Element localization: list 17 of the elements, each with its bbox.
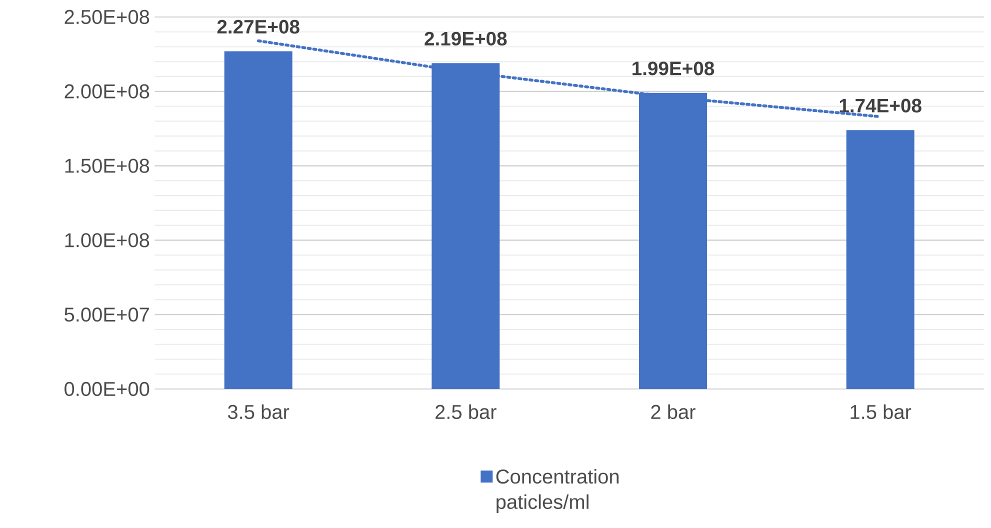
data-label: 2.27E+08	[217, 20, 300, 34]
y-tick-label: 1.00E+08	[65, 233, 150, 248]
x-tick-label: 2.5 bar	[436, 404, 496, 420]
y-tick-label: 0.00E+00	[64, 382, 150, 396]
bar	[846, 130, 914, 389]
y-tick-label: 5.00E+07	[64, 308, 149, 322]
legend-label: Concentration paticles/ml	[496, 469, 619, 513]
y-tick-label: 1.50E+08	[65, 158, 150, 173]
data-label: 1.99E+08	[632, 62, 714, 76]
y-tick-label: 2.00E+08	[64, 84, 150, 98]
bar	[224, 51, 292, 389]
data-label: 1.74E+08	[840, 98, 922, 112]
y-tick-label: 2.50E+08	[64, 10, 150, 24]
data-label: 2.19E+08	[424, 32, 507, 46]
x-tick-label: 3.5 bar	[228, 404, 290, 420]
x-tick-label: 1.5 bar	[850, 404, 912, 420]
x-tick-label: 2 bar	[651, 404, 696, 420]
